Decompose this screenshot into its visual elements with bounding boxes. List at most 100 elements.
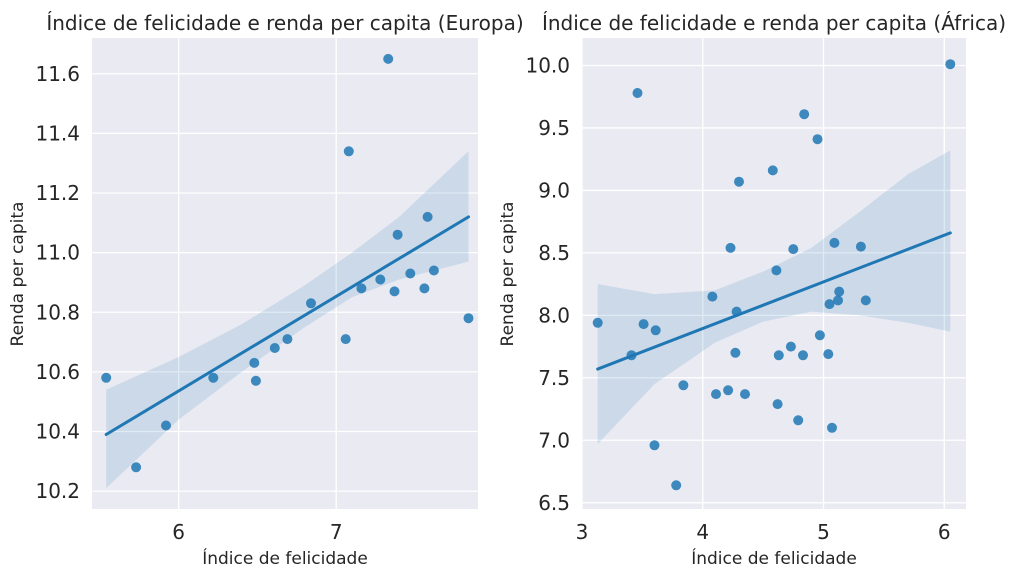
- scatter-point: [249, 357, 260, 368]
- scatter-point: [860, 295, 871, 306]
- scatter-point: [767, 165, 778, 176]
- y-tick-label: 8.5: [538, 241, 570, 265]
- x-tick-label: 6: [938, 520, 951, 544]
- y-tick-label: 7.0: [538, 428, 570, 452]
- scatter-point: [250, 375, 261, 386]
- scatter-point: [649, 440, 660, 451]
- grid-lines: [581, 38, 966, 509]
- x-tick-label: 7: [330, 520, 343, 544]
- y-tick-label: 11.4: [35, 121, 80, 145]
- scatter-point: [723, 385, 734, 396]
- regression-line-path: [104, 215, 471, 436]
- scatter-point: [812, 134, 823, 145]
- scatter-point: [771, 265, 782, 276]
- scatter-point: [798, 350, 808, 361]
- scatter-point: [833, 295, 843, 306]
- scatter-point: [740, 389, 750, 400]
- scatter-point: [834, 286, 845, 297]
- y-axis-label: Renda per capita: [8, 202, 28, 347]
- scatter-points: [101, 53, 474, 473]
- regression-line: [104, 215, 471, 436]
- scatter-point: [707, 291, 718, 302]
- confidence-band: [597, 150, 951, 444]
- scatter-point: [799, 109, 810, 120]
- scatter-point: [131, 462, 142, 473]
- scatter-point: [711, 389, 721, 400]
- scatter-point: [428, 265, 439, 276]
- scatter-point: [463, 313, 474, 324]
- x-axis-label: Índice de felicidade: [202, 547, 368, 569]
- y-tick-label: 7.5: [538, 366, 570, 390]
- x-axis-label: Índice de felicidade: [691, 547, 857, 569]
- y-tick-label: 10.8: [35, 300, 80, 324]
- scatter-point: [282, 334, 293, 345]
- scatter-point: [772, 399, 783, 410]
- scatter-point: [389, 286, 400, 297]
- y-tick-label: 10.6: [35, 360, 80, 384]
- y-tick-label: 11.2: [35, 181, 80, 205]
- y-tick-label: 10.0: [525, 53, 570, 77]
- confidence-band: [106, 151, 469, 489]
- scatter-point: [343, 146, 354, 157]
- y-axis-label: Renda per capita: [498, 202, 518, 347]
- scatter-point: [734, 176, 744, 187]
- y-tick-label: 9.0: [538, 178, 570, 202]
- scatter-point: [383, 53, 394, 64]
- scatter-points: [592, 59, 956, 491]
- scatter-point: [785, 341, 796, 352]
- y-tick-label: 10.2: [35, 479, 80, 503]
- chart-title: Índice de felicidade e renda per capita …: [46, 11, 523, 35]
- y-tick-label: 10.4: [35, 419, 80, 443]
- x-tick-label: 4: [696, 520, 709, 544]
- scatter-point: [269, 343, 280, 353]
- scatter-point: [773, 350, 784, 361]
- scatter-point: [730, 347, 741, 358]
- chart-europe: 6 7 10.2 10.4 10.6 10.8 11.0 11.2 11.4 11.6 Índic…: [8, 11, 524, 569]
- scatter-point: [945, 59, 956, 70]
- x-tick-label: 5: [817, 520, 830, 544]
- y-tick-label: 11.0: [35, 241, 80, 265]
- regression-line-path: [596, 231, 952, 371]
- y-tick-label: 11.6: [35, 62, 80, 86]
- scatter-point: [678, 380, 689, 391]
- scatter-point: [592, 317, 603, 328]
- scatter-point: [814, 330, 825, 341]
- scatter-point: [638, 319, 649, 330]
- y-tick-label: 9.5: [538, 116, 570, 140]
- x-tick-label: 3: [576, 520, 589, 544]
- regression-line: [596, 231, 952, 371]
- confidence-band-area: [597, 150, 951, 444]
- scatter-point: [306, 298, 316, 309]
- scatter-point: [422, 211, 433, 222]
- scatter-point: [827, 422, 837, 433]
- confidence-band-area: [106, 151, 469, 489]
- x-tick-label: 6: [172, 520, 185, 544]
- scatter-point: [356, 283, 367, 294]
- scatter-point: [208, 372, 219, 383]
- scatter-point: [101, 372, 112, 383]
- scatter-point: [392, 229, 403, 240]
- scatter-point: [632, 88, 643, 98]
- chart-title: Índice de felicidade e renda per capita …: [542, 11, 1006, 35]
- scatter-point: [829, 237, 840, 248]
- scatter-point: [671, 480, 682, 491]
- grid-lines: [92, 38, 478, 509]
- scatter-point: [725, 242, 736, 253]
- scatter-point: [340, 334, 351, 345]
- chart-africa: 3 4 5 6 6.5 7.0 7.5 8.0 8.5 9.0 9.5 10.0 Índice de …: [498, 11, 1006, 569]
- scatter-point: [626, 350, 637, 361]
- y-tick-label: 8.0: [538, 303, 570, 327]
- scatter-point: [375, 274, 386, 285]
- scatter-point: [788, 244, 799, 255]
- scatter-point: [731, 306, 742, 317]
- scatter-point: [650, 325, 661, 336]
- tick-labels: 3 4 5 6 6.5 7.0 7.5 8.0 8.5 9.0 9.5 10.0: [525, 53, 950, 544]
- scatter-point: [405, 268, 416, 279]
- scatter-point: [824, 299, 835, 310]
- scatter-point: [793, 415, 804, 426]
- scatter-point: [161, 420, 171, 431]
- scatter-point: [419, 283, 430, 294]
- scatter-point: [823, 349, 834, 360]
- scatter-point: [855, 241, 866, 252]
